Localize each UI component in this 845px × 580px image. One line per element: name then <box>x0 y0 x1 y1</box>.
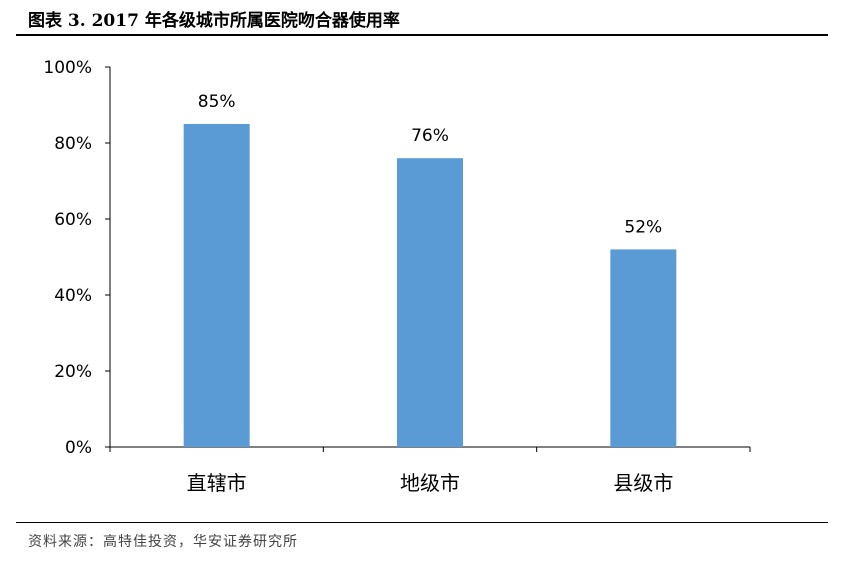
y-tick-label: 80% <box>54 134 92 154</box>
data-label: 85% <box>198 92 236 112</box>
y-tick-label: 0% <box>65 438 92 458</box>
title-rule <box>16 34 828 36</box>
chart-labels: 85% 直辖市 76% 地级市 52% 县级市 <box>187 92 674 495</box>
bar-3 <box>610 249 677 447</box>
bar-1 <box>183 124 250 447</box>
figure-title: 图表 3. 2017 年各级城市所属医院吻合器使用率 <box>28 11 400 31</box>
bar-2 <box>397 158 463 447</box>
x-category-label: 县级市 <box>613 471 673 495</box>
data-label: 76% <box>411 126 449 146</box>
chart-bars <box>183 124 677 447</box>
x-category-label: 地级市 <box>400 471 460 495</box>
data-label: 52% <box>624 217 662 237</box>
source-rule <box>16 522 828 523</box>
y-tick-label: 100% <box>43 58 92 78</box>
source-note: 资料来源：高特佳投资，华安证券研究所 <box>28 534 298 550</box>
y-tick-label: 20% <box>54 362 92 382</box>
x-category-label: 直辖市 <box>187 471 247 495</box>
y-tick-label: 40% <box>54 286 92 306</box>
y-tick-label: 60% <box>54 210 92 230</box>
